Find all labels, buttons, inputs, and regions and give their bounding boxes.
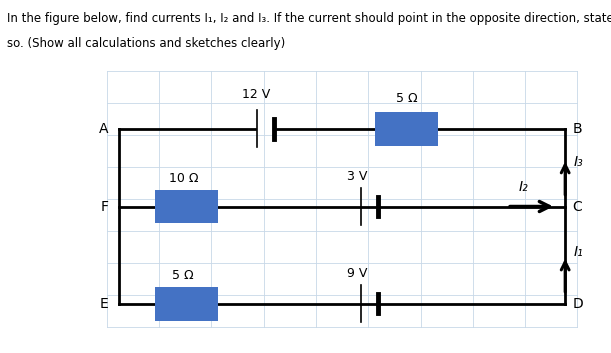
Bar (155, 287, 218, 321)
Text: 12 V: 12 V (243, 88, 271, 101)
Text: 10 Ω: 10 Ω (169, 172, 198, 185)
Text: I₂: I₂ (519, 180, 529, 194)
Text: E: E (100, 297, 108, 311)
Text: I₁: I₁ (574, 245, 584, 258)
Text: A: A (98, 122, 108, 136)
Bar (375, 112, 438, 146)
Text: B: B (573, 122, 582, 136)
Text: I₃: I₃ (574, 155, 584, 169)
Text: F: F (100, 199, 108, 214)
Text: 5 Ω: 5 Ω (395, 92, 417, 105)
Text: so. (Show all calculations and sketches clearly): so. (Show all calculations and sketches … (7, 37, 285, 50)
Text: D: D (573, 297, 584, 311)
Text: In the figure below, find currents I₁, I₂ and I₃. If the current should point in: In the figure below, find currents I₁, I… (7, 12, 611, 25)
Text: C: C (573, 199, 582, 214)
Text: 5 Ω: 5 Ω (172, 269, 194, 282)
Text: 9 V: 9 V (347, 267, 368, 280)
Text: 3 V: 3 V (347, 169, 368, 183)
Bar (155, 190, 218, 223)
